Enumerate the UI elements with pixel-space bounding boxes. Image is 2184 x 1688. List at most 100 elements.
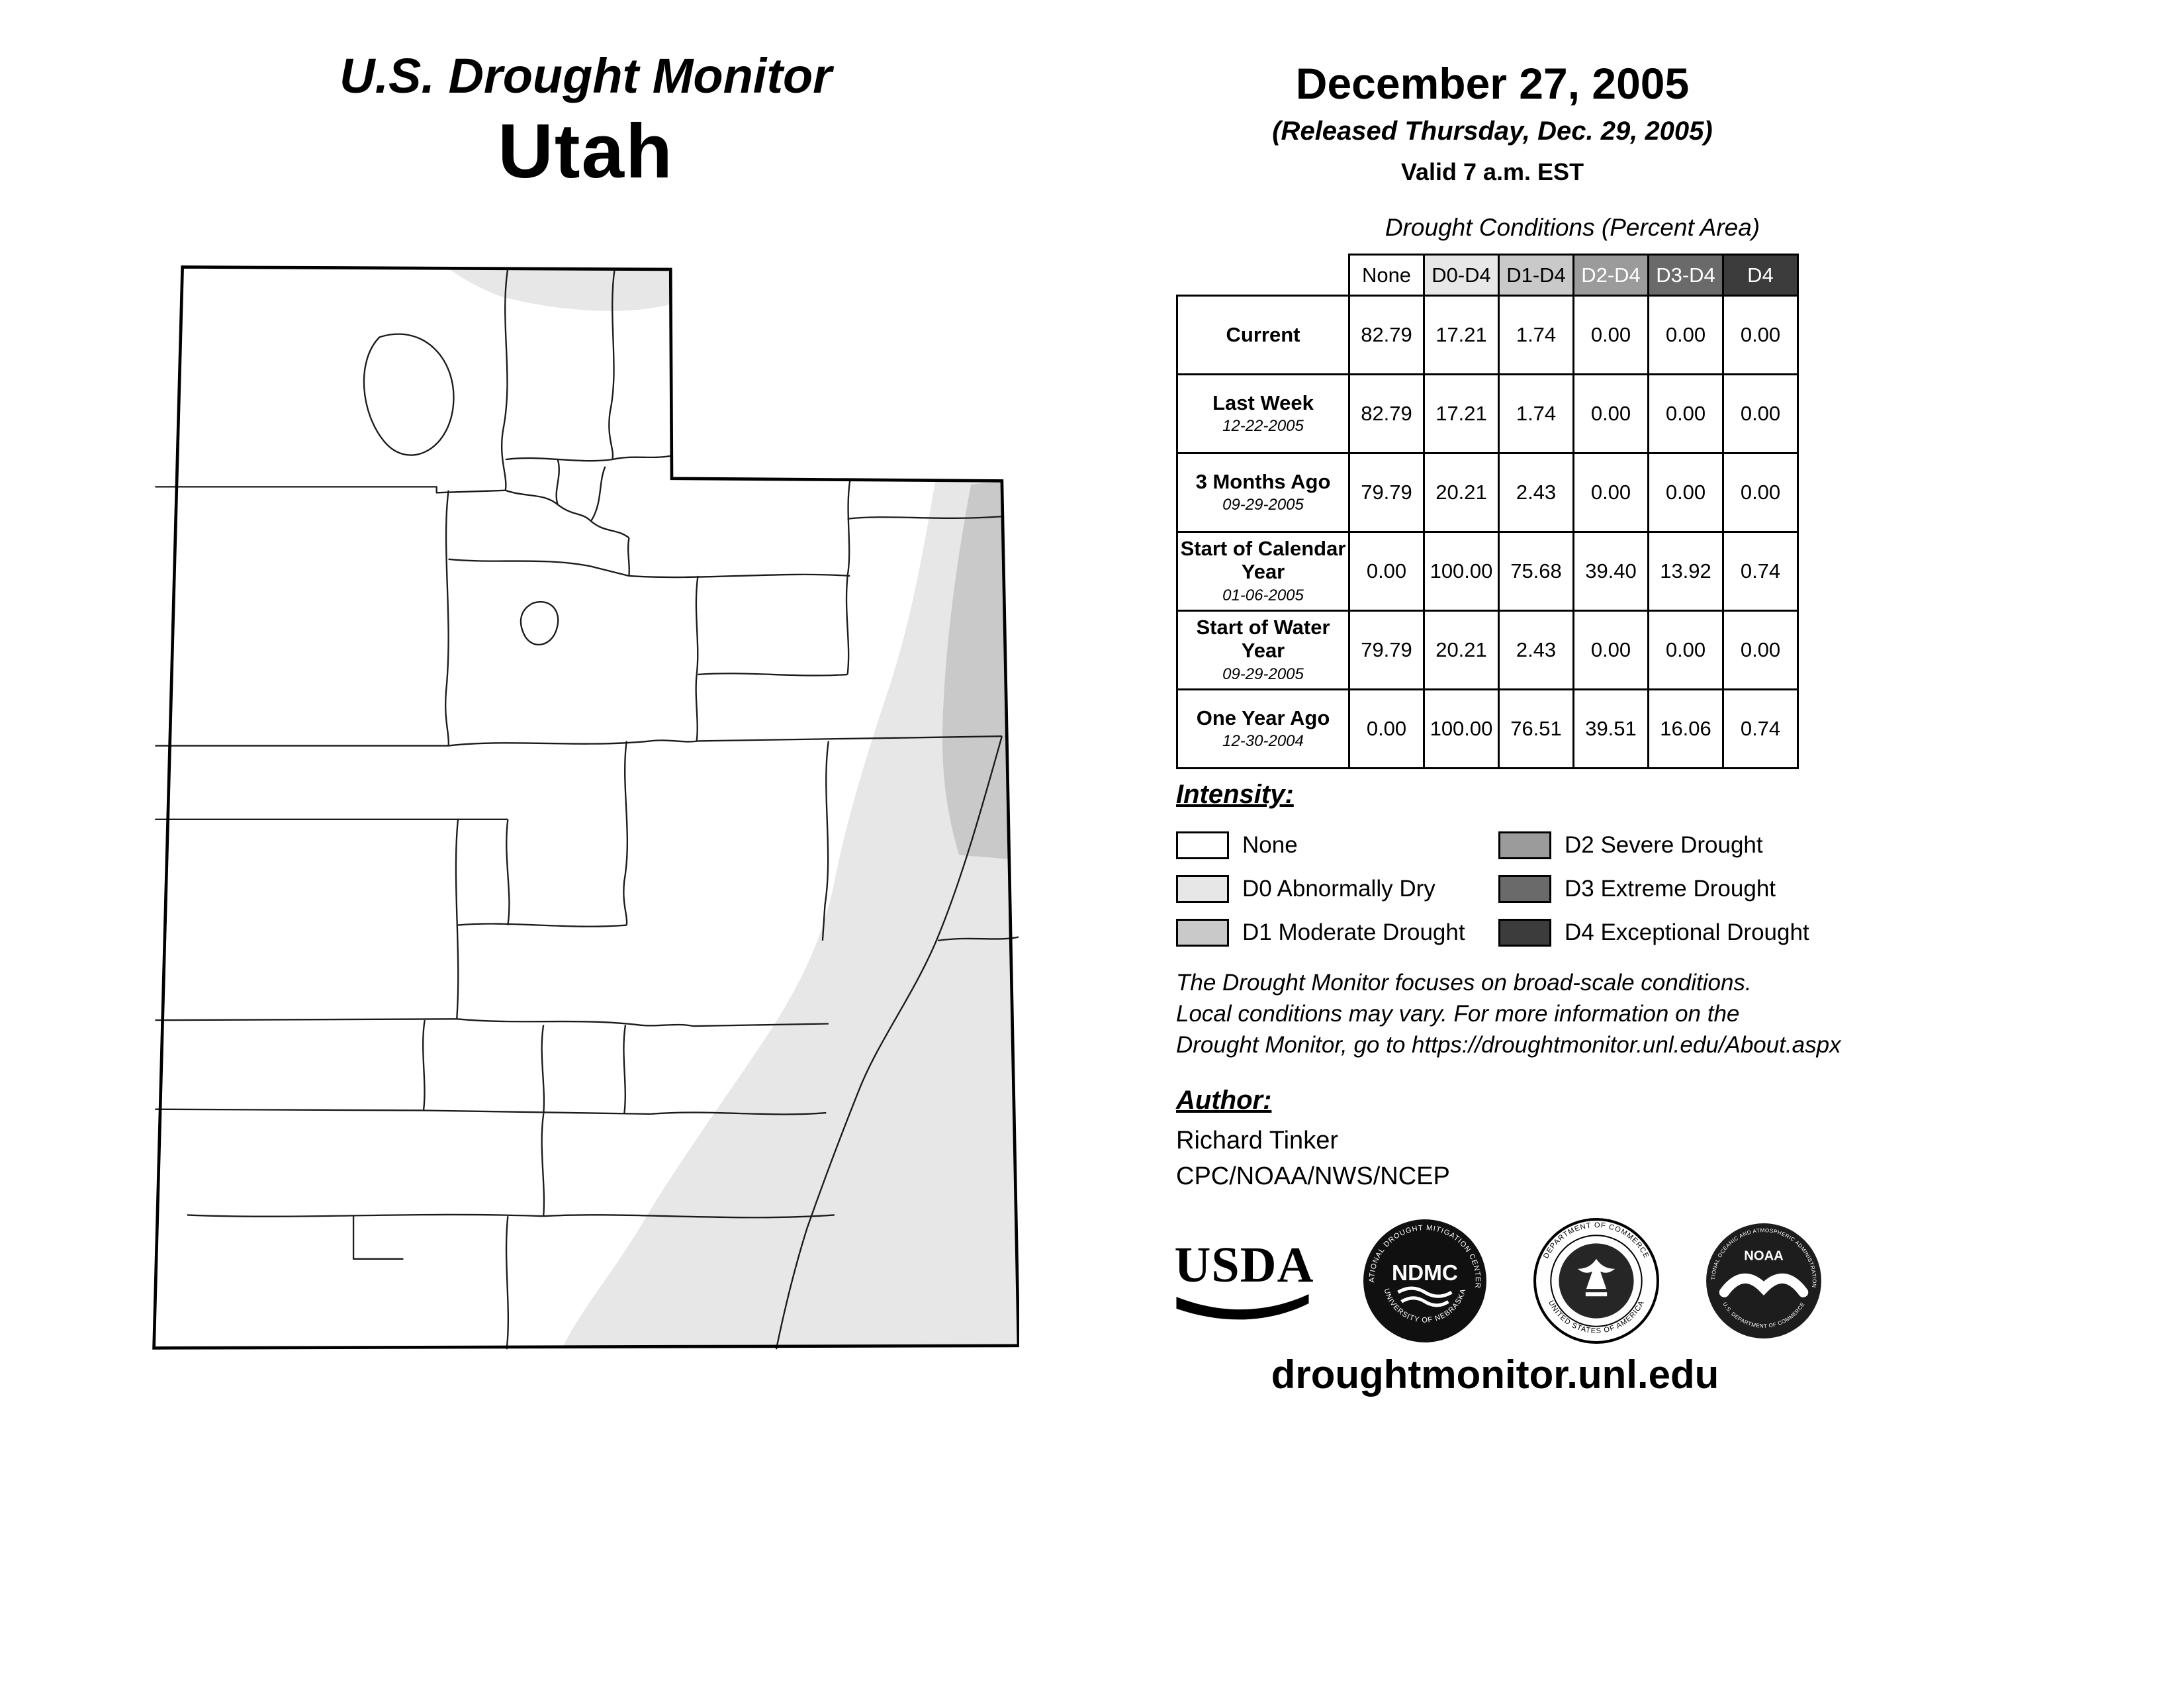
table-cell: 0.74 [1722, 688, 1799, 769]
utah-drought-map [151, 263, 1019, 1350]
table-row: Start of Water Year 09-29-2005 79.79 20.2… [1176, 610, 1799, 690]
row-date: 09-29-2005 [1222, 496, 1304, 514]
agency-logos: USDA NATIONAL DROUGHT MITIGATION CENTER … [1171, 1213, 1823, 1348]
col-header-d0d4: D0-D4 [1423, 254, 1500, 297]
noaa-seabird-icon [1719, 1273, 1809, 1297]
table-row: Current 82.79 17.21 1.74 0.00 0.00 0.00 [1176, 295, 1799, 375]
noaa-logo: NATIONAL OCEANIC AND ATMOSPHERIC ADMINIS… [1704, 1221, 1823, 1340]
ndmc-seal-icon: NATIONAL DROUGHT MITIGATION CENTER UNIVE… [1361, 1217, 1486, 1342]
table-cell: 0.00 [1722, 373, 1799, 454]
drought-shading [448, 268, 1019, 1348]
legend-swatch-d1 [1176, 919, 1229, 947]
table-cell: 79.79 [1348, 610, 1425, 690]
table-cell: 0.00 [1722, 452, 1799, 533]
corner-cell [1177, 254, 1349, 296]
table-cell: 100.00 [1423, 531, 1500, 612]
ndmc-logo: NATIONAL DROUGHT MITIGATION CENTER UNIVE… [1361, 1217, 1488, 1344]
row-date: 01-06-2005 [1222, 586, 1304, 604]
ndmc-logo-text: NDMC [1392, 1260, 1458, 1285]
drought-conditions-table: None D0-D4 D1-D4 D2-D4 D3-D4 D4 Current … [1176, 254, 1799, 769]
legend-item-d1: D1 Moderate Drought [1176, 919, 1498, 947]
d0-area-east [561, 481, 1019, 1348]
table-cell: 2.43 [1498, 452, 1574, 533]
legend-swatch-d3 [1498, 875, 1551, 903]
table-cell: 0.00 [1572, 373, 1649, 454]
footer-url: droughtmonitor.unl.edu [1271, 1352, 1719, 1397]
table-cell: 13.92 [1647, 531, 1724, 612]
utah-lake [520, 601, 559, 646]
row-date: 09-29-2005 [1222, 665, 1304, 683]
col-header-d1d4: D1-D4 [1498, 254, 1574, 297]
intensity-heading: Intensity: [1176, 780, 1294, 809]
intensity-legend: None D0 Abnormally Dry D1 Moderate Droug… [1176, 823, 1825, 955]
table-cell: 0.00 [1722, 295, 1799, 375]
commerce-eagle-base [1585, 1291, 1608, 1296]
state-name: Utah [498, 108, 674, 194]
legend-swatch-none [1176, 831, 1229, 859]
row-label: Start of Water Year 09-29-2005 [1176, 610, 1350, 690]
map-date: December 27, 2005 [1295, 59, 1690, 108]
row-label: Last Week 12-22-2005 [1176, 373, 1350, 454]
table-row: 3 Months Ago 09-29-2005 79.79 20.21 2.43 … [1176, 452, 1799, 533]
legend-item-d0: D0 Abnormally Dry [1176, 875, 1498, 903]
utah-map-svg [152, 265, 1019, 1350]
table-row: Start of Calendar Year 01-06-2005 0.00 10… [1176, 531, 1799, 612]
legend-item-d2: D2 Severe Drought [1498, 831, 1825, 859]
table-cell: 0.00 [1572, 452, 1649, 533]
legend-swatch-d2 [1498, 831, 1551, 859]
usda-swoosh-icon [1176, 1293, 1309, 1319]
row-label: Current [1176, 295, 1350, 375]
col-header-d4: D4 [1722, 254, 1799, 297]
table-cell: 2.43 [1498, 610, 1574, 690]
row-label: 3 Months Ago 09-29-2005 [1176, 452, 1350, 533]
table-cell: 17.21 [1423, 373, 1500, 454]
release-date: (Released Thursday, Dec. 29, 2005) [1272, 117, 1713, 146]
table-cell: 0.00 [1572, 295, 1649, 375]
table-cell: 82.79 [1348, 373, 1425, 454]
table-cell: 39.40 [1572, 531, 1649, 612]
usda-logo-text: USDA [1174, 1237, 1314, 1293]
table-cell: 0.00 [1348, 688, 1425, 769]
legend-swatch-d4 [1498, 919, 1551, 947]
report-title: U.S. Drought Monitor [340, 48, 832, 103]
table-cell: 16.06 [1647, 688, 1724, 769]
noaa-logo-text: NOAA [1744, 1248, 1784, 1263]
usda-logo: USDA [1171, 1240, 1317, 1322]
d0-area-north [448, 268, 672, 311]
d1-area-east [942, 481, 1019, 860]
table-row: One Year Ago 12-30-2004 0.00 100.00 76.51… [1176, 688, 1799, 769]
table-cell: 0.00 [1572, 610, 1649, 690]
noaa-seal-icon: NATIONAL OCEANIC AND ATMOSPHERIC ADMINIS… [1704, 1221, 1821, 1338]
row-label: Start of Calendar Year 01-06-2005 [1176, 531, 1350, 612]
col-header-none: None [1348, 254, 1425, 297]
great-salt-lake [363, 333, 455, 456]
table-cell: 0.00 [1348, 531, 1425, 612]
table-cell: 0.00 [1647, 452, 1724, 533]
table-caption: Drought Conditions (Percent Area) [1385, 214, 1760, 241]
table-header-row: None D0-D4 D1-D4 D2-D4 D3-D4 D4 [1177, 254, 1799, 297]
author-organization: CPC/NOAA/NWS/NCEP [1176, 1162, 1450, 1190]
table-cell: 0.74 [1722, 531, 1799, 612]
table-cell: 17.21 [1423, 295, 1500, 375]
table-cell: 1.74 [1498, 295, 1574, 375]
commerce-eagle-icon [1577, 1258, 1615, 1289]
legend-item-d3: D3 Extreme Drought [1498, 875, 1825, 903]
col-header-d2d4: D2-D4 [1572, 254, 1649, 297]
row-date: 12-30-2004 [1222, 732, 1304, 751]
ndmc-wave-icon [1397, 1286, 1453, 1298]
table-cell: 76.51 [1498, 688, 1574, 769]
row-date: 12-22-2005 [1222, 417, 1304, 436]
table-cell: 79.79 [1348, 452, 1425, 533]
table-cell: 1.74 [1498, 373, 1574, 454]
valid-time: Valid 7 a.m. EST [1400, 158, 1584, 185]
table-cell: 0.00 [1722, 610, 1799, 690]
commerce-logo: DEPARTMENT OF COMMERCE UNITED STATES OF … [1533, 1217, 1660, 1344]
col-header-d3d4: D3-D4 [1647, 254, 1724, 297]
legend-item-none: None [1176, 831, 1498, 859]
table-cell: 0.00 [1647, 610, 1724, 690]
county-boundaries [155, 268, 1019, 1350]
disclaimer-text: The Drought Monitor focuses on broad-sca… [1176, 970, 1841, 1058]
table-cell: 39.51 [1572, 688, 1649, 769]
table-cell: 0.00 [1647, 373, 1724, 454]
